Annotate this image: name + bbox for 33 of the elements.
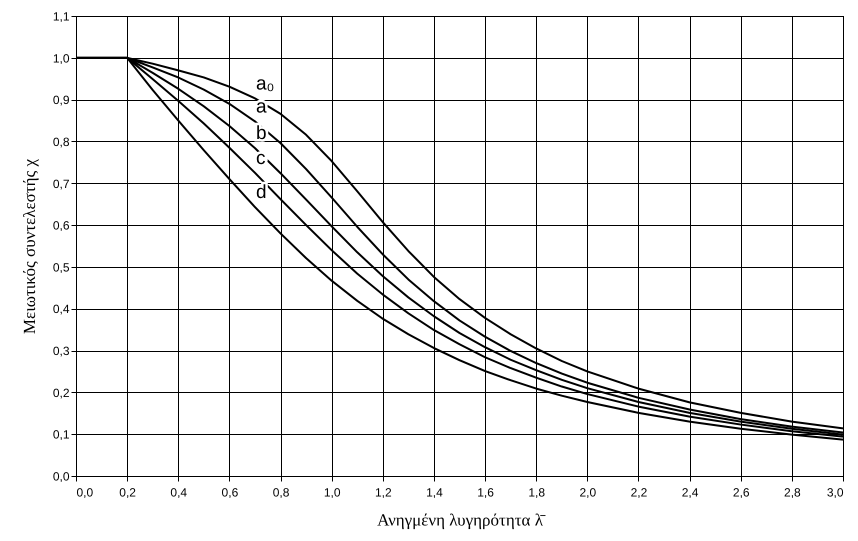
y-tick-label: 0,8 [52,134,70,149]
x-tick-label: 2,8 [784,486,802,500]
y-tick-label: 1,1 [52,10,70,24]
x-tick-label: 1,6 [477,486,494,500]
y-tick-label: 0,5 [52,260,70,274]
series-label: d [256,182,267,204]
y-tick-label: 0,1 [52,428,70,442]
x-tick-label: 3,0 [826,486,844,500]
series-label: a₀ [256,73,274,94]
x-tick-label: 1,8 [528,486,546,500]
x-axis-title: Ανηγμένη λυγηρότητα λ̄ [377,510,546,530]
x-tick-label: 2,0 [579,486,596,500]
y-tick-label: 0,3 [52,344,70,358]
y-tick-label: 1,0 [52,51,70,66]
x-tick-label: 1,4 [426,486,444,500]
x-tick-label: 2,6 [732,486,750,500]
series-label: b [256,123,267,144]
x-tick-label: 0,0 [76,486,94,500]
x-tick-label: 1,0 [324,486,341,500]
y-tick-label: 0,7 [52,176,70,191]
x-tick-label: 2,2 [630,486,648,500]
x-tick-label: 0,4 [170,486,188,500]
x-tick-label: 0,8 [272,486,290,500]
y-tick-label: 0,2 [52,386,70,400]
y-axis-title: Μειωτικός συντελεστής χ [20,158,39,334]
y-tick-label: 0,4 [52,302,70,316]
y-tick-label: 0,0 [52,470,70,484]
x-tick-label: 2,4 [682,486,699,500]
x-tick-label: 0,2 [119,486,136,500]
y-tick-label: 0,6 [52,218,70,233]
x-tick-label: 0,6 [222,486,239,500]
y-tick-label: 0,9 [52,93,70,108]
x-tick-label: 1,2 [374,486,392,500]
